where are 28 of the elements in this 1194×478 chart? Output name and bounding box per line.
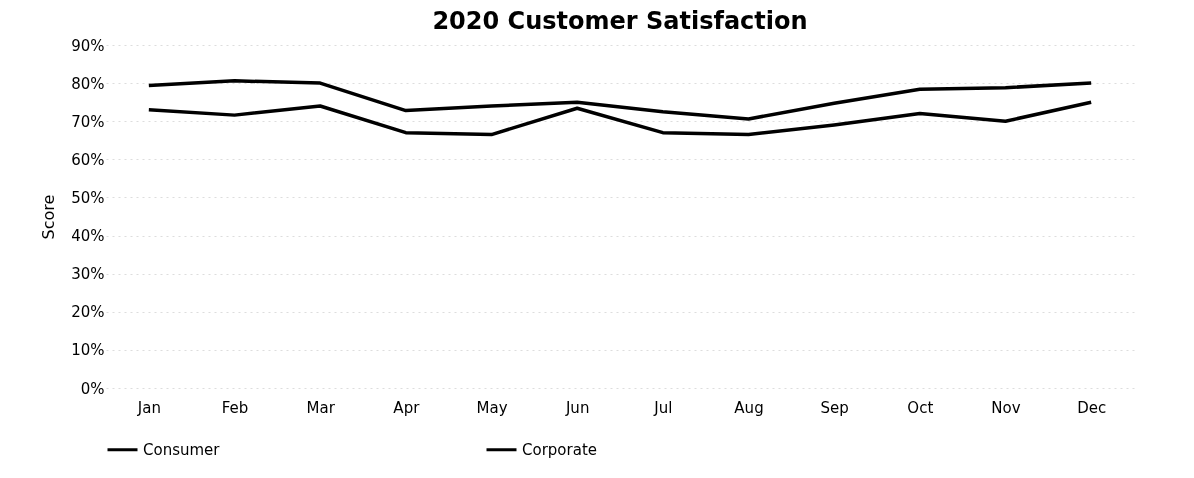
y-tick-label: 20% (71, 303, 105, 322)
x-tick-label: Aug (734, 398, 764, 417)
x-tick-label: Oct (907, 398, 934, 417)
y-tick-label: 80% (71, 74, 105, 93)
x-tick-label: Dec (1077, 398, 1107, 417)
line-series (147, 100, 1093, 137)
x-tick-label: Jun (564, 398, 590, 417)
x-tick-label: Jan (136, 398, 161, 417)
x-tick-label: Nov (991, 398, 1021, 417)
x-tick-label: Mar (306, 398, 336, 417)
y-tick-label: 40% (71, 227, 105, 246)
x-tick-label: Feb (221, 398, 249, 417)
y-tick-label: 70% (71, 112, 105, 131)
x-tick-label: Sep (820, 398, 849, 417)
y-tick-label: 30% (71, 265, 105, 284)
y-tick-label: 60% (71, 150, 105, 169)
y-tick-label: 50% (71, 188, 105, 207)
x-tick-label: May (476, 398, 508, 417)
y-tick-label: 10% (71, 341, 105, 360)
line-series (147, 79, 1093, 121)
y-tick-label: 90% (71, 36, 105, 55)
legend-label: Consumer (143, 440, 221, 459)
x-tick-label: Jul (653, 398, 673, 417)
y-axis-title: Score (39, 194, 59, 240)
y-tick-label: 0% (80, 379, 105, 398)
chart-title: 2020 Customer Satisfaction (432, 7, 808, 35)
legend-label: Corporate (522, 440, 597, 459)
x-tick-label: Apr (393, 398, 421, 417)
